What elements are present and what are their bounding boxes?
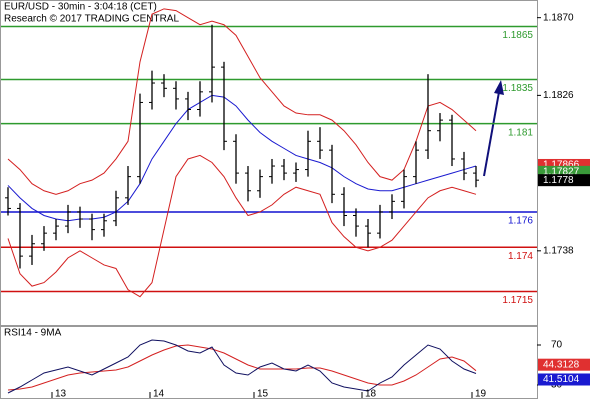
- rsi-tick-label: 70: [551, 340, 563, 351]
- rsi-title: RSI14 - 9MA: [4, 328, 62, 339]
- y-tick-label: 1.1826: [543, 90, 574, 101]
- price-panel: [0, 0, 538, 326]
- price-tag: [538, 174, 590, 187]
- forecast-arrow-head: [494, 80, 504, 95]
- indicator-line: [7, 339, 477, 394]
- y-tick-label: 1.1870: [543, 12, 574, 23]
- x-tick-label: 19: [475, 389, 487, 400]
- chart-title: EUR/USD - 30min - 3:04:18 (CET): [4, 2, 157, 13]
- level-label: 1.174: [508, 251, 533, 262]
- rsi-tag-label: 41.5104: [543, 374, 580, 385]
- indicator-line: [7, 94, 477, 222]
- level-label: 1.176: [508, 216, 533, 227]
- level-label: 1.1715: [502, 295, 533, 306]
- forecast-arrow: [483, 91, 500, 177]
- price-tag-label: 1.17827: [543, 167, 580, 178]
- indicator-line: [7, 8, 477, 195]
- chart-subtitle: Research © 2017 TRADING CENTRAL: [4, 14, 179, 25]
- rsi-panel: [0, 326, 538, 399]
- x-tick-label: 18: [365, 389, 377, 400]
- x-tick-label: 13: [55, 389, 67, 400]
- indicator-line: [7, 154, 477, 298]
- x-tick-label: 15: [257, 389, 269, 400]
- rsi-tag-label: 44.3128: [543, 359, 580, 370]
- price-tag-label: 1.1778: [543, 175, 574, 186]
- level-label: 1.1865: [502, 30, 533, 41]
- level-label: 1.1835: [502, 83, 533, 94]
- indicator-line: [7, 344, 477, 391]
- x-tick-label: 14: [153, 389, 165, 400]
- price-tag-label: 1.17866: [543, 160, 580, 171]
- rsi-tag: [538, 358, 590, 371]
- rsi-tag: [538, 373, 590, 386]
- y-tick-label: 1.1738: [543, 245, 574, 256]
- level-label: 1.181: [508, 127, 533, 138]
